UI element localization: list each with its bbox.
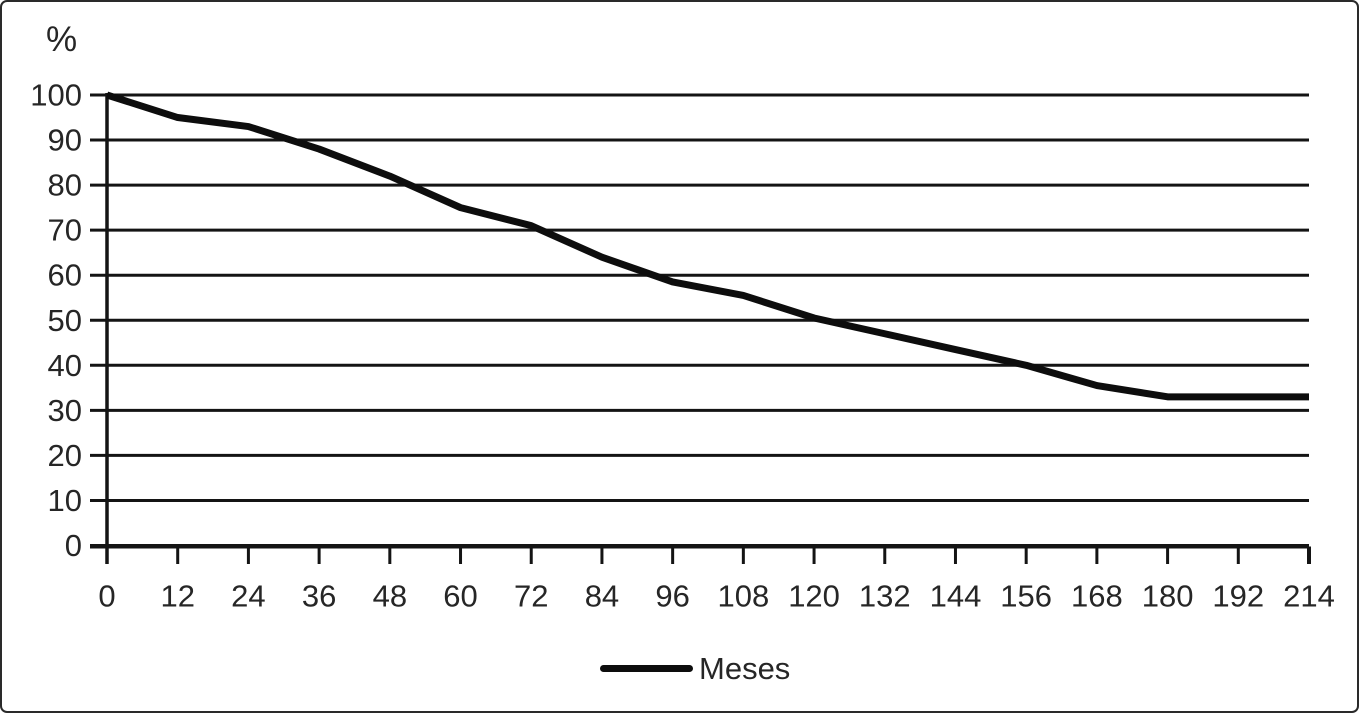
svg-text:108: 108 [717, 579, 769, 614]
svg-text:80: 80 [48, 168, 82, 203]
legend: Meses [600, 653, 790, 684]
svg-text:214: 214 [1283, 579, 1335, 614]
svg-text:100: 100 [30, 78, 82, 113]
svg-text:84: 84 [585, 579, 619, 614]
horizontal-gridlines [90, 93, 1309, 547]
legend-series-label: Meses [699, 651, 791, 686]
axes [90, 93, 1309, 564]
svg-text:30: 30 [48, 393, 82, 428]
svg-text:0: 0 [65, 528, 82, 563]
svg-text:70: 70 [48, 213, 82, 248]
svg-text:20: 20 [48, 438, 82, 473]
svg-text:36: 36 [302, 579, 336, 614]
svg-text:0: 0 [98, 579, 115, 614]
svg-text:168: 168 [1071, 579, 1123, 614]
svg-text:144: 144 [930, 579, 982, 614]
svg-text:192: 192 [1212, 579, 1264, 614]
svg-text:40: 40 [48, 348, 82, 383]
svg-text:24: 24 [231, 579, 265, 614]
legend-line-swatch [600, 665, 693, 672]
svg-text:60: 60 [443, 579, 477, 614]
svg-text:156: 156 [1000, 579, 1052, 614]
svg-text:120: 120 [788, 579, 840, 614]
svg-text:180: 180 [1142, 579, 1194, 614]
svg-text:48: 48 [373, 579, 407, 614]
svg-text:132: 132 [859, 579, 911, 614]
svg-text:50: 50 [48, 303, 82, 338]
svg-text:96: 96 [655, 579, 689, 614]
y-axis-unit-label: % [46, 20, 78, 59]
svg-text:90: 90 [48, 123, 82, 158]
y-axis-labels: 0 10 20 30 40 50 60 70 80 90 100 [30, 78, 82, 564]
survival-curve-series-meses [105, 91, 1309, 401]
svg-text:60: 60 [48, 258, 82, 293]
svg-text:72: 72 [514, 579, 548, 614]
svg-text:10: 10 [48, 483, 82, 518]
x-axis-labels: 0 12 24 36 48 60 72 84 96 108 120 132 144 156 168 180 19… [98, 579, 1334, 614]
x-tick-marks [105, 546, 1311, 564]
svg-text:12: 12 [160, 579, 194, 614]
